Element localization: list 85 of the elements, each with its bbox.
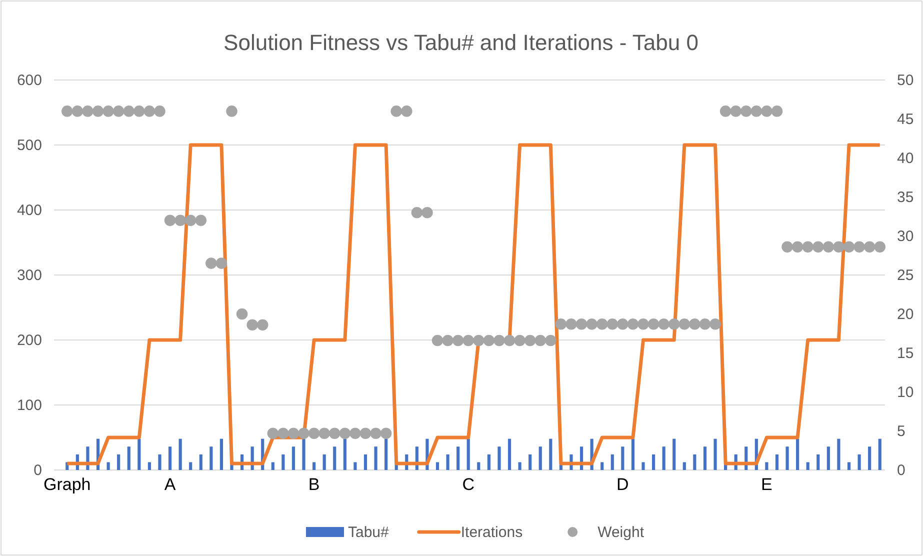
x-tick-label: A (164, 475, 176, 494)
y2-tick-label: 0 (897, 462, 906, 479)
bar (487, 454, 490, 470)
bar (354, 462, 357, 470)
bar (466, 438, 470, 470)
bar (682, 462, 686, 470)
bar (312, 462, 316, 470)
y2-tick-label: 50 (897, 72, 914, 89)
bar (456, 446, 460, 470)
legend-label: Tabu# (348, 524, 390, 541)
bar (292, 446, 296, 470)
bar (138, 438, 141, 470)
bar (127, 446, 130, 470)
bar (600, 462, 604, 470)
bar (621, 446, 624, 470)
bar (538, 446, 542, 470)
bar (518, 462, 522, 470)
x-tick-label: E (761, 475, 772, 494)
x-tick-label: D (616, 475, 629, 494)
x-tick-label: B (308, 475, 320, 494)
y-tick-label: 400 (16, 202, 42, 219)
bar (508, 438, 512, 470)
bar (714, 438, 717, 470)
bar (106, 462, 110, 470)
bar (816, 454, 820, 470)
bar (786, 446, 789, 470)
y2-tick-label: 20 (897, 306, 914, 323)
bar (446, 454, 450, 470)
bar (168, 446, 172, 470)
y2-tick-label: 45 (897, 110, 914, 128)
bar (374, 446, 378, 470)
bar (498, 446, 501, 470)
bar (631, 438, 634, 470)
bar (210, 446, 213, 470)
bar (189, 462, 192, 470)
legend-label: Weight (598, 524, 645, 541)
bar (642, 462, 645, 470)
x-tick-label: C (462, 475, 474, 494)
bar (322, 454, 326, 470)
bar (652, 454, 656, 470)
bar (693, 454, 696, 470)
bar (117, 454, 120, 470)
bar (220, 438, 223, 470)
bar (333, 446, 336, 470)
bar (282, 454, 285, 470)
y-tick-label: 0 (34, 462, 42, 479)
bar (610, 454, 614, 470)
y-tick-label: 600 (16, 72, 42, 89)
chart-title: Solution Fitness vs Tabu# and Iterations - Tabu 0 (224, 30, 698, 55)
y2-tick-label: 25 (897, 266, 914, 284)
bar (199, 454, 202, 470)
y2-tick-label: 15 (897, 344, 914, 362)
bar (847, 462, 851, 470)
bar (672, 438, 676, 470)
bar (703, 446, 707, 470)
bar (477, 462, 480, 470)
bar (178, 438, 182, 470)
bar (775, 454, 779, 470)
y2-tick-label: 35 (897, 188, 914, 206)
bar (158, 454, 162, 470)
bar (549, 438, 552, 470)
bar (806, 462, 810, 470)
bar (826, 446, 830, 470)
bar (858, 454, 861, 470)
bar (528, 454, 532, 470)
y2-tick-label: 40 (897, 150, 914, 167)
bar (837, 438, 840, 470)
bar (765, 462, 768, 470)
bar (868, 446, 872, 470)
bar (364, 454, 368, 470)
y2-tick-label: 30 (897, 228, 914, 245)
bar (796, 438, 800, 470)
legend-label: Iterations (460, 524, 523, 541)
y-tick-label: 300 (16, 266, 42, 284)
bar (271, 462, 274, 470)
y-tick-label: 200 (16, 332, 42, 349)
y2-tick-label: 10 (897, 384, 914, 401)
x-tick-label: Graph (44, 475, 91, 494)
y-tick-label: 100 (16, 396, 42, 414)
y2-tick-label: 5 (897, 422, 906, 440)
bar (662, 446, 666, 470)
bar (436, 462, 440, 470)
y-tick-label: 500 (16, 136, 42, 154)
bar (878, 438, 882, 470)
bar (148, 462, 151, 470)
